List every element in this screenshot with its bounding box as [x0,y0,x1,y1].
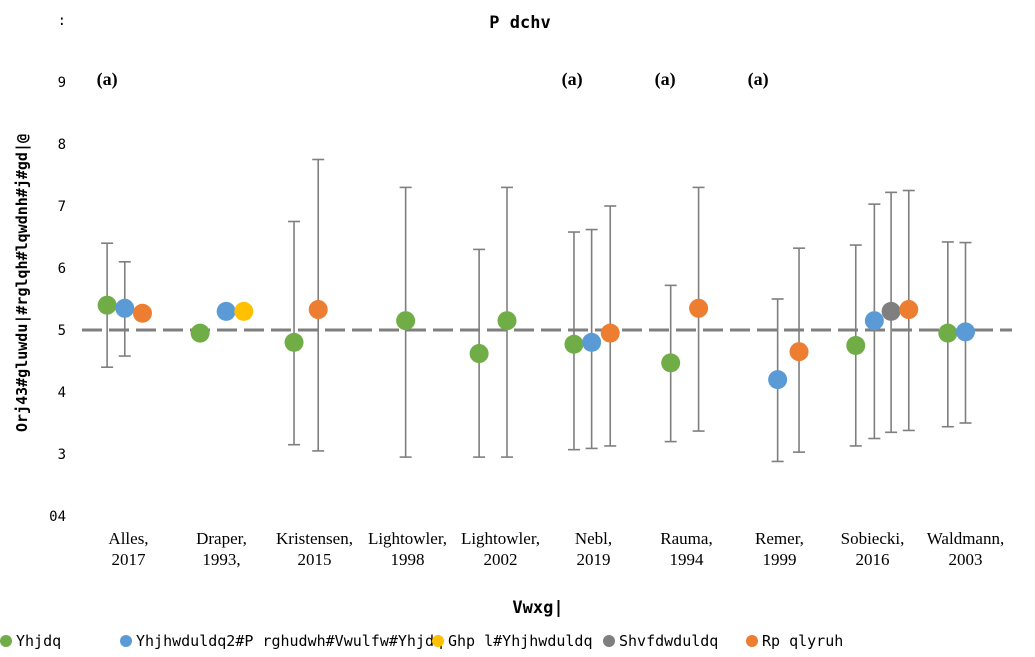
legend-item: Yhjdq [0,632,61,650]
category-label-line1: Kristensen, [276,529,353,548]
data-point [661,353,681,373]
category-label-line1: Nebl, [575,529,612,548]
data-point [308,300,328,320]
category-label-line2: 2002 [484,550,518,569]
data-point [846,336,866,355]
category-label-line2: 1998 [391,550,425,569]
data-point [216,301,236,321]
y-tick-label: : [58,13,66,29]
data-point [469,344,489,364]
category-label-line1: Draper, [196,529,247,548]
annotation-label: (a) [97,69,118,90]
data-point [938,323,958,343]
category-labels: Alles, 2017 Draper, 1993, Kristensen, 2015 Lig… [108,529,1004,569]
data-point [881,301,901,321]
category-label-line1: Rauma, [660,529,712,548]
data-point [600,323,620,343]
y-axis-label: Orj43#gluwdu|#rglqh#lqwdnh#j#gd|@ [13,134,32,432]
annotation-label: (a) [562,69,583,90]
y-tick-label: 5 [58,323,66,339]
legend-marker [746,635,758,647]
legend-label: Rp qlyruh [762,632,844,650]
data-point [190,323,210,343]
category-label-line2: 2019 [577,550,611,569]
annotation-label: (a) [748,69,769,90]
data-point [864,311,884,331]
chart-title: P dchv [489,13,550,33]
data-point [97,295,117,315]
data-point [956,322,975,342]
y-tick-label: 4 [58,385,66,401]
data-point [564,334,584,354]
y-tick-label: 9 [58,75,66,91]
category-label-line1: Lightowler, [368,529,447,548]
legend-marker [432,635,444,647]
category-label-line2: 2003 [949,550,983,569]
data-point [899,300,919,320]
legend-item: Shvfdwduldq [603,632,718,650]
category-label-line1: Waldmann, [927,529,1004,548]
legend-marker [0,635,12,647]
y-tick-labels: 04 3 4 5 6 7 8 9: [49,13,66,525]
data-points [97,295,975,390]
legend-marker [120,635,132,647]
y-tick-label: 04 [49,509,66,525]
annotation-label: (a) [655,69,676,90]
category-label-line1: Lightowler, [461,529,540,548]
annotations: (a) (a) (a) (a) [97,69,769,90]
legend-item: Rp qlyruh [746,632,843,650]
y-tick-label: 7 [58,199,66,215]
data-point [582,332,602,352]
legend-item: Ghp l#Yhjhwduldq [432,632,593,650]
data-point [497,311,517,331]
data-point [689,298,709,318]
legend-item: Yhjhwduldq2#P rghudwh#Vwulfw#Yhjdq [120,632,443,650]
category-label-line1: Alles, [108,529,148,548]
data-point [132,303,152,323]
category-label-line2: 2015 [298,550,332,569]
category-label-line1: Remer, [755,529,804,548]
data-point [234,301,254,321]
legend: Yhjdq Yhjhwduldq2#P rghudwh#Vwulfw#Yhjdq G… [0,632,1035,652]
data-point [789,342,809,362]
y-tick-label: 8 [58,137,66,153]
legend-marker [603,635,615,647]
legend-label: Yhjdq [16,632,62,650]
y-tick-label: 3 [58,447,66,463]
legend-label: Yhjhwduldq2#P rghudwh#Vwulfw#Yhjdq [136,632,444,650]
category-label-line2: 1994 [670,550,705,569]
category-label-line2: 1999 [763,550,797,569]
category-label-line1: Sobiecki, [841,529,905,548]
category-label-line2: 2017 [112,550,147,569]
legend-label: Shvfdwduldq [619,632,719,650]
x-axis-label: Vwxg| [512,598,563,618]
legend-label: Ghp l#Yhjhwduldq [448,632,593,650]
data-point [284,332,304,352]
data-point [115,298,135,318]
data-point [396,311,416,331]
y-tick-label: 6 [58,261,66,277]
category-label-line2: 2016 [856,550,890,569]
category-label-line2: 1993, [202,550,240,569]
data-point [768,370,788,390]
